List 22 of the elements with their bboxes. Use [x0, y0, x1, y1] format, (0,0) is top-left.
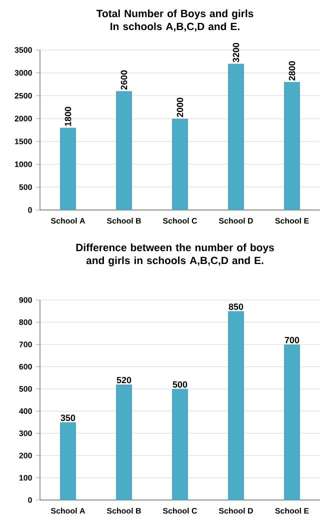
data-label: 500: [172, 381, 188, 388]
bar: [60, 128, 76, 210]
data-label: 350: [60, 414, 76, 422]
chart-title: Difference between the number of boys and girls in schools A,B,C,D and E.: [76, 244, 274, 266]
data-label: 2600: [120, 70, 128, 90]
bar: [228, 311, 244, 500]
data-label: 1800: [64, 106, 72, 126]
bar: [228, 64, 244, 210]
bar: [284, 344, 300, 500]
bar: [284, 82, 300, 210]
data-label: 520: [116, 376, 132, 384]
bar: [172, 388, 188, 500]
bar: [116, 384, 132, 500]
bar: [116, 91, 132, 210]
data-label: 850: [228, 304, 244, 310]
data-label: 700: [284, 336, 300, 344]
data-label: 2800: [288, 61, 296, 80]
data-label: 3200: [232, 42, 240, 62]
bar: [172, 118, 188, 210]
chart-title: Total Number of Boys and girls In schools A,B,C,D and E.: [96, 10, 254, 32]
bar: [60, 422, 76, 500]
data-label: 2000: [176, 98, 184, 118]
